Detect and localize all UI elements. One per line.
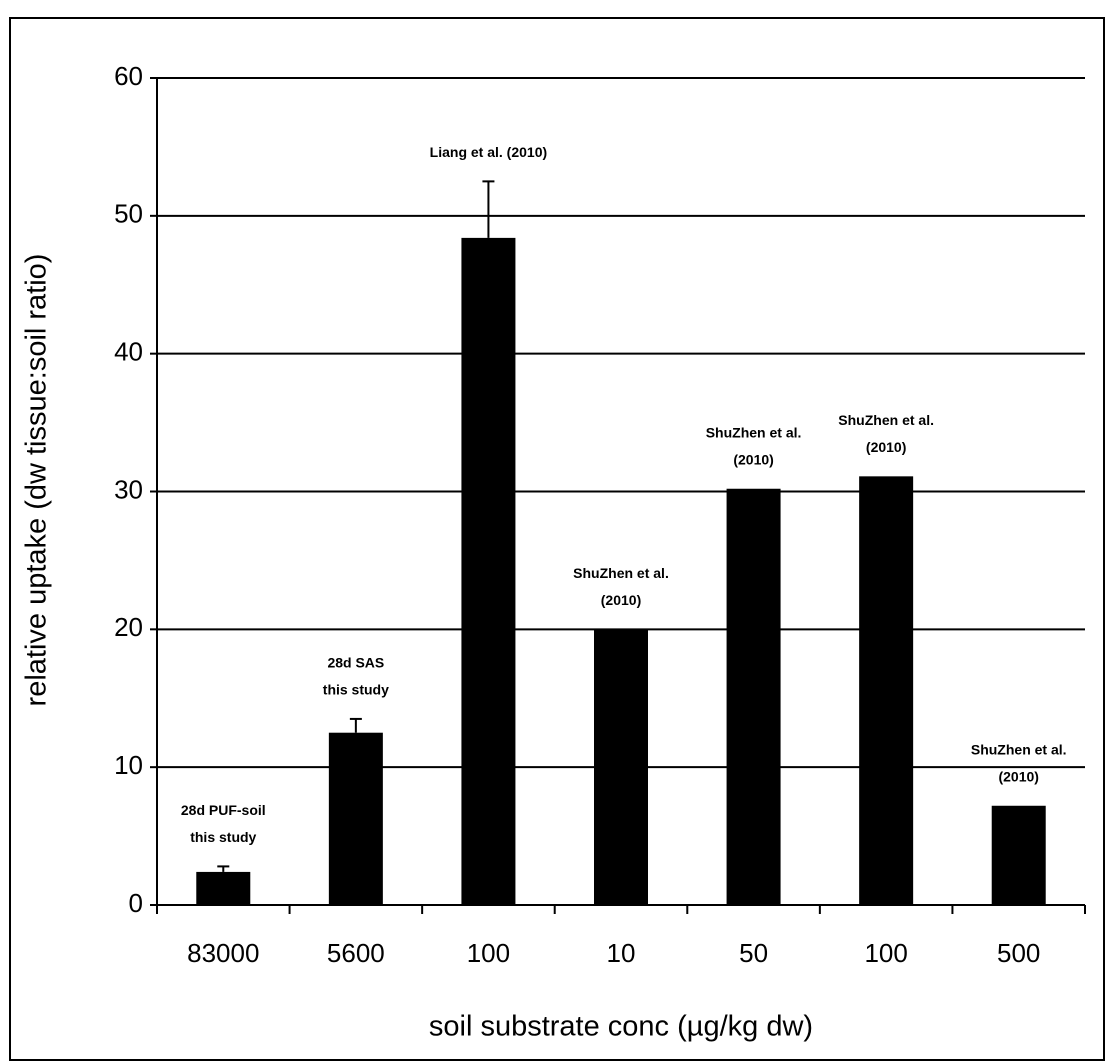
y-tick-label: 60 [114, 61, 143, 91]
bar-annotation: ShuZhen et al. [706, 424, 802, 440]
y-tick-label: 30 [114, 474, 143, 504]
bar [991, 805, 1046, 905]
x-tick-label: 83000 [187, 938, 259, 968]
x-tick-label: 50 [739, 938, 768, 968]
bar-annotation: this study [190, 829, 256, 845]
y-tick-label: 20 [114, 612, 143, 642]
frame [9, 17, 1105, 1061]
y-tick-label: 10 [114, 750, 143, 780]
bar-annotation: ShuZhen et al. [838, 412, 934, 428]
bar [461, 237, 516, 906]
y-tick-label: 0 [129, 888, 143, 918]
y-tick-label: 40 [114, 337, 143, 367]
bar-annotation: this study [323, 682, 389, 698]
bar-annotation: 28d PUF-soil [181, 802, 266, 818]
bar-annotation: Liang et al. (2010) [430, 144, 547, 160]
bar-annotation: (2010) [601, 592, 641, 608]
y-axis-title: relative uptake (dw tissue:soil ratio) [21, 254, 53, 707]
x-tick-label: 100 [467, 938, 510, 968]
x-tick-label: 5600 [327, 938, 385, 968]
bar [328, 732, 383, 905]
y-tick-label: 50 [114, 199, 143, 229]
bar [859, 476, 914, 905]
x-tick-label: 500 [997, 938, 1040, 968]
x-tick-label: 100 [864, 938, 907, 968]
x-axis-title: soil substrate conc (µg/kg dw) [429, 1011, 813, 1043]
bar-annotation: (2010) [998, 768, 1038, 784]
bar-annotation: ShuZhen et al. [971, 741, 1067, 757]
x-tick-label: 10 [607, 938, 636, 968]
bar-annotation: ShuZhen et al. [573, 565, 669, 581]
bar-annotation: (2010) [733, 451, 773, 467]
bar [594, 629, 648, 905]
bar-annotation: 28d SAS [327, 655, 384, 671]
bar-annotation: (2010) [866, 439, 906, 455]
bar [196, 871, 251, 905]
bar [726, 488, 781, 905]
